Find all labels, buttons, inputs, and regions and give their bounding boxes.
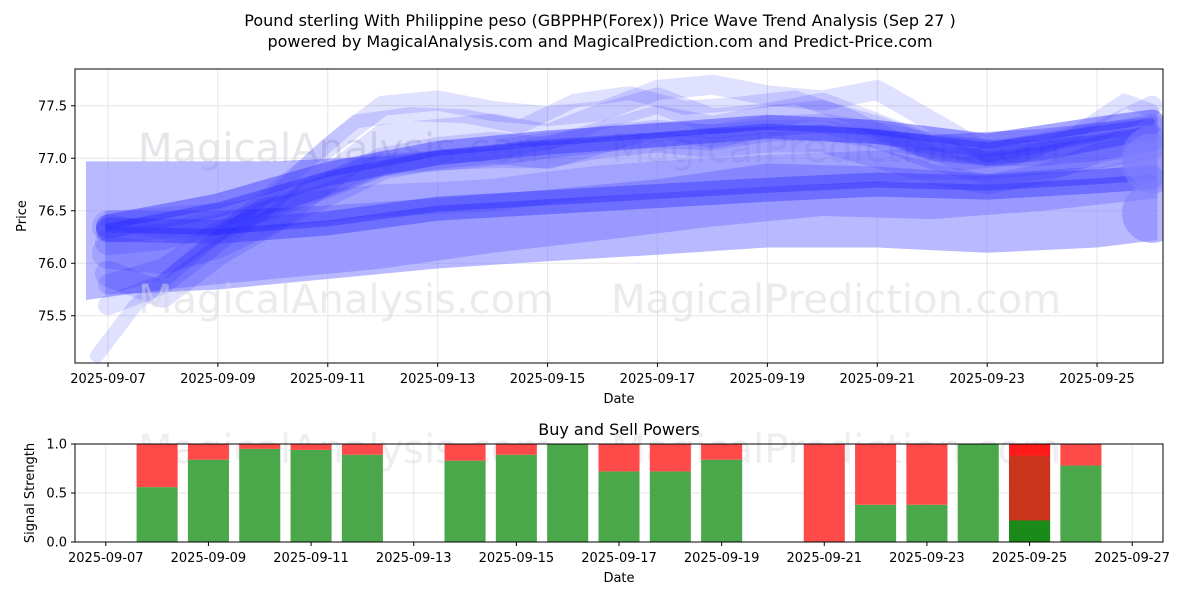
sell-power-bar: [701, 444, 743, 460]
buy-power-bar: [957, 444, 999, 542]
buy-power-bar: [136, 487, 178, 542]
price-wave-line: [92, 100, 1163, 274]
buy-power-bar: [290, 449, 332, 542]
chart-subtitle: powered by MagicalAnalysis.com and Magic…: [267, 32, 932, 51]
price-wave-line: [95, 87, 1163, 308]
powers-x-tick-label: 2025-09-09: [171, 551, 247, 566]
powers-y-axis: 0.0 0.5 1.0: [46, 438, 75, 551]
powers-x-tick-label: 2025-09-13: [376, 551, 452, 566]
sell-power-bar: [495, 444, 537, 455]
price-x-tick-label: 2025-09-21: [839, 372, 915, 387]
powers-x-tick-label: 2025-09-15: [479, 551, 555, 566]
price-x-label: Date: [603, 392, 634, 407]
price-wave-line: [98, 74, 1162, 316]
price-axes-frame: [74, 68, 1164, 364]
price-y-axis: 75.5 76.0 76.5 77.0 77.5: [38, 99, 75, 324]
powers-x-label: Date: [603, 571, 634, 586]
powers-x-tick-label: 2025-09-25: [992, 551, 1068, 566]
buy-power-bar: [444, 460, 486, 542]
price-x-tick-label: 2025-09-09: [180, 372, 256, 387]
price-wave-line: [90, 86, 1159, 363]
powers-plot-area: [136, 444, 1102, 542]
buy-power-bar: [187, 459, 229, 542]
price-wave-line: [92, 126, 1163, 243]
buy-power-bar: [341, 454, 383, 542]
price-x-tick-label: 2025-09-07: [70, 372, 146, 387]
price-wave-line: [95, 113, 1163, 256]
buy-power-bar: [495, 454, 537, 542]
sell-power-bar-highlight-top: [1009, 444, 1051, 456]
buy-power-bar: [906, 504, 948, 542]
price-trend-line: [96, 165, 1163, 244]
price-y-tick-label: 77.0: [38, 152, 67, 167]
sell-power-bar: [906, 444, 948, 505]
watermark-analysis-lower: MagicalAnalysis.com: [138, 277, 554, 323]
sell-power-bar: [239, 444, 281, 449]
price-y-tick-label: 75.5: [38, 309, 67, 324]
price-trend-line: [96, 109, 1163, 239]
powers-x-tick-label: 2025-09-19: [684, 551, 760, 566]
price-x-tick-label: 2025-09-25: [1059, 372, 1135, 387]
powers-y-tick-label: 0.5: [46, 487, 67, 502]
buy-power-bar: [649, 471, 691, 542]
price-x-tick-label: 2025-09-23: [949, 372, 1025, 387]
sell-power-bar: [855, 444, 897, 505]
price-wave-line: [101, 119, 1159, 239]
sell-power-bar: [598, 444, 640, 472]
price-y-tick-label: 77.5: [38, 99, 67, 114]
price-end-marker: [1122, 133, 1163, 194]
sell-power-bar: [341, 444, 383, 455]
buy-power-bar: [547, 444, 589, 542]
sell-power-bar-highlight: [1009, 455, 1051, 521]
price-x-tick-label: 2025-09-15: [510, 372, 586, 387]
sell-power-bar: [444, 444, 486, 461]
powers-y-tick-label: 1.0: [46, 438, 67, 453]
sell-power-bar: [803, 444, 845, 542]
buy-power-bar: [1060, 465, 1102, 542]
sell-power-bar: [1060, 444, 1102, 466]
watermark-prediction-lower: MagicalPrediction.com: [611, 277, 1061, 323]
price-x-axis: 2025-09-07 2025-09-09 2025-09-11 2025-09-13…: [70, 363, 1135, 387]
price-watermarks-lower: MagicalAnalysis.com MagicalPrediction.co…: [138, 277, 1061, 323]
price-x-tick-label: 2025-09-17: [620, 372, 696, 387]
buy-power-bar: [701, 459, 743, 542]
sell-power-bar: [187, 444, 229, 460]
price-x-tick-label: 2025-09-11: [290, 372, 366, 387]
price-trend-core: [105, 174, 1155, 235]
price-plot-area: [86, 74, 1163, 363]
price-x-tick-label: 2025-09-19: [730, 372, 806, 387]
sell-power-bar: [290, 444, 332, 450]
powers-title: Buy and Sell Powers: [538, 420, 700, 439]
price-y-tick-label: 76.0: [38, 257, 67, 272]
buy-power-bar: [239, 448, 281, 542]
powers-x-axis: 2025-09-07 2025-09-09 2025-09-11 2025-09-13…: [68, 542, 1170, 566]
powers-x-tick-label: 2025-09-11: [273, 551, 349, 566]
buy-power-bar: [855, 504, 897, 542]
powers-x-tick-label: 2025-09-23: [889, 551, 965, 566]
price-end-marker: [1122, 182, 1163, 243]
sell-power-bar: [649, 444, 691, 472]
price-y-label: Price: [15, 200, 30, 232]
powers-y-label: Signal Strength: [23, 443, 38, 543]
sell-power-bar: [136, 444, 178, 488]
powers-x-tick-label: 2025-09-07: [68, 551, 144, 566]
powers-y-tick-label: 0.0: [46, 536, 67, 551]
price-wave-line: [98, 132, 1162, 295]
price-x-tick-label: 2025-09-13: [400, 372, 476, 387]
powers-x-tick-label: 2025-09-27: [1094, 551, 1170, 566]
powers-x-tick-label: 2025-09-21: [787, 551, 863, 566]
price-y-tick-label: 76.5: [38, 204, 67, 219]
chart-title: Pound sterling With Philippine peso (GBP…: [244, 11, 956, 30]
powers-x-tick-label: 2025-09-17: [581, 551, 657, 566]
price-trend-core: [105, 118, 1155, 230]
price-wave-band: [86, 116, 1158, 300]
buy-power-bar-highlight: [1009, 520, 1051, 542]
buy-power-bar: [598, 471, 640, 542]
